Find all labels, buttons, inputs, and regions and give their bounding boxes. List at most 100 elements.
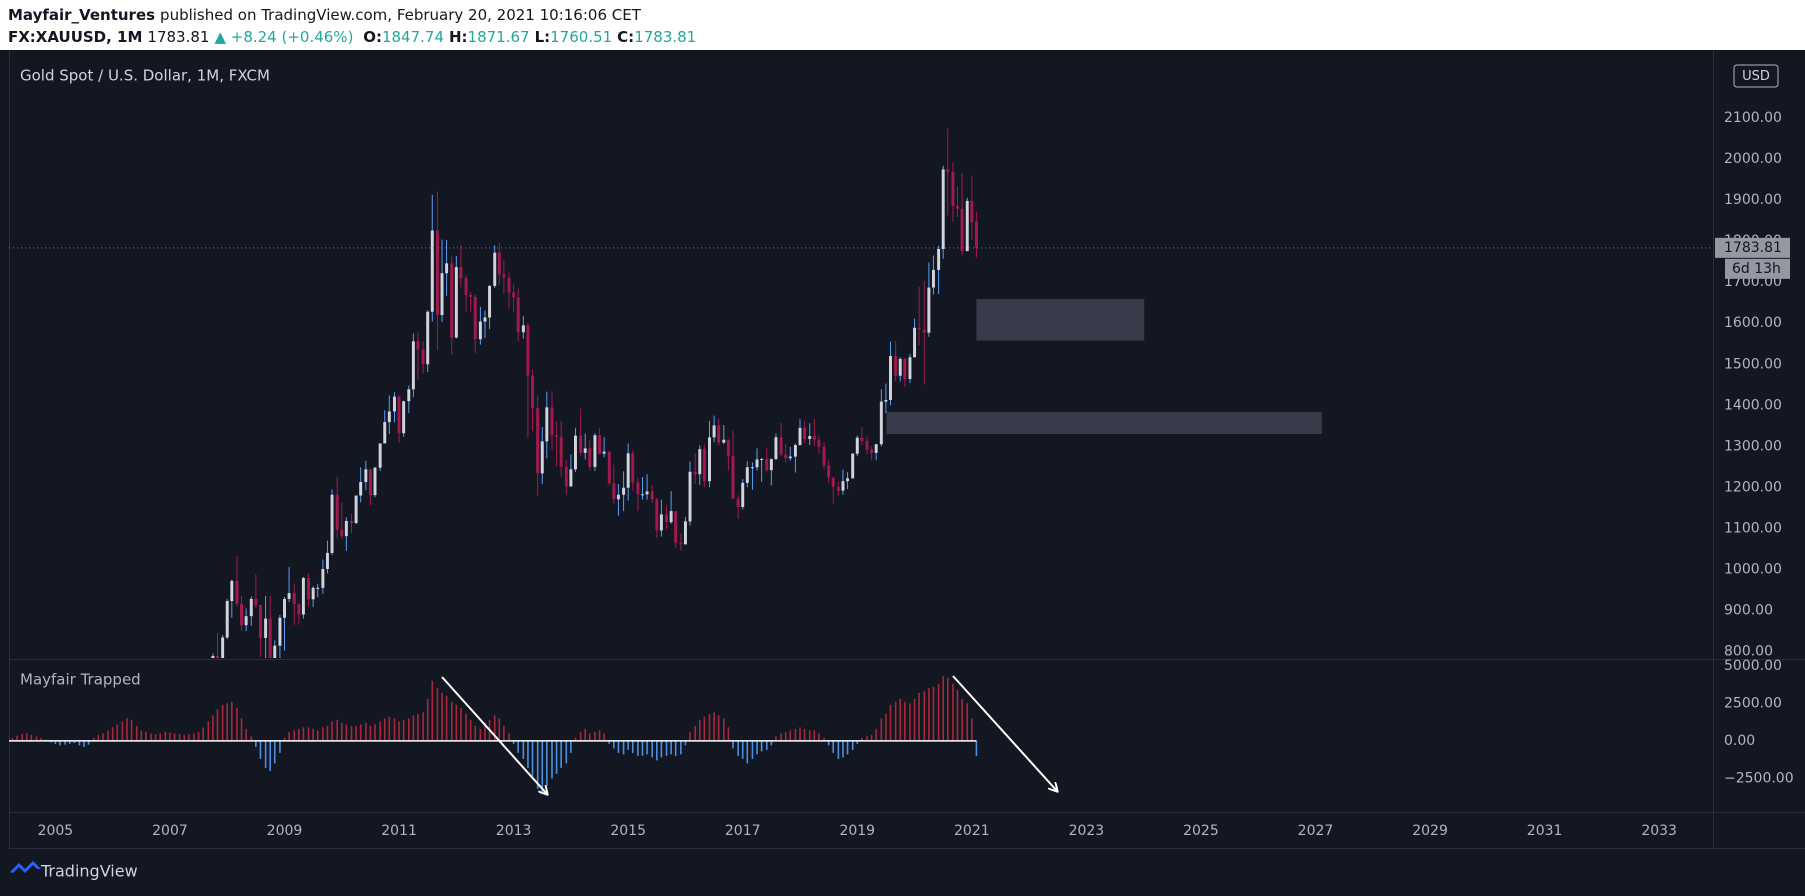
indicator-pane	[9, 676, 978, 794]
indicator-bar	[455, 704, 458, 741]
indicator-bar	[813, 730, 816, 741]
candle-body	[258, 605, 262, 638]
indicator-bar	[431, 680, 434, 741]
candle-body	[321, 568, 325, 588]
candle-body	[750, 467, 754, 469]
candle-body	[898, 358, 902, 376]
x-tick-label: 2013	[496, 823, 532, 839]
indicator-bar	[298, 728, 300, 741]
indicator-bar	[426, 698, 429, 741]
candle-body	[612, 483, 616, 500]
indicator-bar	[402, 719, 405, 741]
candle-body	[297, 603, 301, 615]
y-tick-label: 1600.00	[1724, 315, 1782, 331]
indicator-bar	[617, 740, 620, 753]
indicator-bar	[107, 730, 109, 741]
indicator-bar	[73, 740, 76, 744]
indicator-bar	[579, 731, 582, 741]
indicator-bar	[613, 740, 615, 749]
indicator-bar	[627, 740, 629, 750]
candle-body	[335, 494, 339, 531]
indicator-bar	[474, 725, 477, 741]
candle-body	[870, 449, 874, 453]
indicator-bar	[460, 707, 462, 741]
indicator-legend: Mayfair Trapped	[20, 671, 141, 689]
indicator-bar	[236, 707, 238, 741]
candle-body	[841, 481, 845, 491]
candle-body	[583, 448, 587, 453]
candle-body	[941, 169, 945, 249]
candle-body	[970, 200, 974, 222]
indicator-bar	[846, 740, 849, 755]
indicator-bar	[651, 740, 654, 758]
candle-body	[788, 456, 792, 459]
candle-body	[311, 587, 315, 600]
candle-body	[917, 327, 921, 330]
indicator-bar	[713, 712, 715, 741]
candle-body	[330, 494, 334, 553]
indicator-bar	[207, 721, 210, 741]
author[interactable]: Mayfair_Ventures	[8, 6, 156, 24]
indicator-bar	[388, 716, 391, 741]
axes: 800.00 900.00 1000.00 1100.00 1200.00 1300.00…	[38, 110, 1794, 839]
x-tick-label: 2011	[381, 823, 417, 839]
candle-body	[903, 358, 907, 380]
indicator-bar	[646, 740, 648, 755]
candle-body	[798, 427, 802, 446]
symbol: FX:XAUUSD, 1M	[8, 28, 143, 46]
candle-body	[665, 514, 669, 523]
indicator-bar	[345, 724, 348, 741]
indicator-bar	[83, 740, 85, 747]
x-tick-label: 2031	[1527, 823, 1563, 839]
indicator-bar	[737, 740, 739, 756]
indicator-bar	[732, 740, 734, 749]
indicator-bar	[273, 740, 276, 764]
indicator-bar	[727, 727, 730, 741]
candle-body	[354, 495, 358, 524]
candle-body	[493, 252, 497, 286]
indicator-bar	[689, 731, 691, 741]
indicator-bar	[140, 730, 143, 741]
candle-body	[722, 439, 726, 443]
indicator-bar	[21, 734, 23, 741]
x-tick-label: 2015	[610, 823, 646, 839]
indicator-tick-label: 5000.00	[1724, 658, 1782, 674]
logo[interactable]	[10, 861, 41, 873]
candle-body	[564, 466, 568, 487]
indicator-bar	[660, 740, 663, 758]
candle-body	[211, 655, 215, 658]
indicator-bar	[827, 740, 830, 746]
candle-body	[249, 598, 253, 617]
x-tick-label: 2029	[1412, 823, 1448, 839]
indicator-bar	[30, 734, 33, 741]
y-tick-label: 1100.00	[1724, 520, 1782, 536]
candle-body	[244, 616, 248, 626]
indicator-bar	[255, 740, 257, 747]
candle-body	[435, 230, 439, 316]
candle-body	[407, 389, 411, 402]
indicator-bar	[851, 740, 854, 750]
candle-body	[221, 637, 225, 658]
currency-badge[interactable]	[1733, 64, 1779, 88]
indicator-bar	[904, 701, 906, 741]
indicator-bar	[412, 715, 415, 741]
candle-body	[325, 552, 329, 569]
candle-body	[836, 486, 840, 491]
candle-body	[851, 453, 855, 479]
indicator-bar	[484, 722, 486, 741]
y-tick-label: 2100.00	[1724, 110, 1782, 126]
candle-body	[879, 401, 883, 445]
indicator-bar	[183, 734, 186, 741]
branding[interactable]: TradingView	[40, 862, 138, 881]
indicator-bar	[331, 721, 333, 741]
y-tick-label: 1000.00	[1724, 561, 1782, 577]
candle-body	[860, 437, 864, 441]
candle-body	[392, 396, 396, 412]
candle-body	[383, 422, 387, 444]
candle-body	[688, 471, 692, 522]
indicator-bar	[723, 718, 725, 741]
candle-body	[555, 435, 559, 437]
indicator-bar	[952, 683, 954, 741]
candle-body	[855, 437, 859, 454]
